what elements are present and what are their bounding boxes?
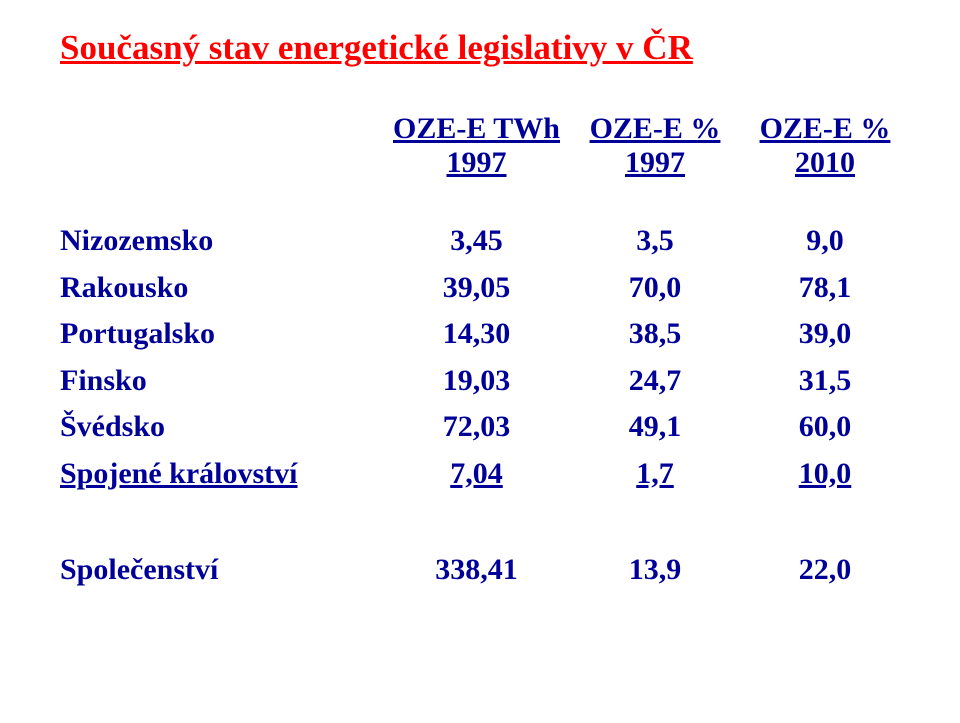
cell-country: Spojené království — [60, 451, 383, 498]
col-header-country — [60, 112, 383, 218]
table-row: Nizozemsko 3,45 3,5 9,0 — [60, 218, 910, 265]
cell-value: 31,5 — [740, 358, 910, 405]
cell-value: 78,1 — [740, 265, 910, 312]
cell-value: 39,0 — [740, 311, 910, 358]
col-header-twh-1997: OZE-E TWh 1997 — [383, 112, 570, 218]
col-header-pct-2010: OZE-E % 2010 — [740, 112, 910, 218]
table-row: Finsko 19,03 24,7 31,5 — [60, 358, 910, 405]
cell-country: Portugalsko — [60, 311, 383, 358]
table-row: Spojené království 7,04 1,7 10,0 — [60, 451, 910, 498]
cell-value: 9,0 — [740, 218, 910, 265]
summary-label: Společenství — [60, 537, 383, 594]
spacer — [60, 497, 910, 537]
cell-country: Finsko — [60, 358, 383, 405]
cell-value: 10,0 — [740, 451, 910, 498]
cell-value: 3,5 — [570, 218, 740, 265]
cell-value: 7,04 — [383, 451, 570, 498]
table-row: Rakousko 39,05 70,0 78,1 — [60, 265, 910, 312]
cell-value: 14,30 — [383, 311, 570, 358]
cell-value: 60,0 — [740, 404, 910, 451]
cell-value: 38,5 — [570, 311, 740, 358]
cell-country: Švédsko — [60, 404, 383, 451]
data-table: OZE-E TWh 1997 OZE-E % 1997 OZE-E % 2010… — [60, 112, 910, 594]
table-header-row: OZE-E TWh 1997 OZE-E % 1997 OZE-E % 2010 — [60, 112, 910, 218]
cell-value: 1,7 — [570, 451, 740, 498]
cell-value: 72,03 — [383, 404, 570, 451]
table-row: Portugalsko 14,30 38,5 39,0 — [60, 311, 910, 358]
summary-value: 338,41 — [383, 537, 570, 594]
summary-value: 13,9 — [570, 537, 740, 594]
table-row: Švédsko 72,03 49,1 60,0 — [60, 404, 910, 451]
summary-value: 22,0 — [740, 537, 910, 594]
cell-value: 19,03 — [383, 358, 570, 405]
slide-title: Současný stav energetické legislativy v … — [60, 28, 910, 68]
col-header-pct-1997: OZE-E % 1997 — [570, 112, 740, 218]
cell-value: 49,1 — [570, 404, 740, 451]
cell-country: Nizozemsko — [60, 218, 383, 265]
cell-value: 24,7 — [570, 358, 740, 405]
cell-country: Rakousko — [60, 265, 383, 312]
cell-value: 39,05 — [383, 265, 570, 312]
summary-row: Společenství 338,41 13,9 22,0 — [60, 537, 910, 594]
cell-value: 70,0 — [570, 265, 740, 312]
cell-value: 3,45 — [383, 218, 570, 265]
